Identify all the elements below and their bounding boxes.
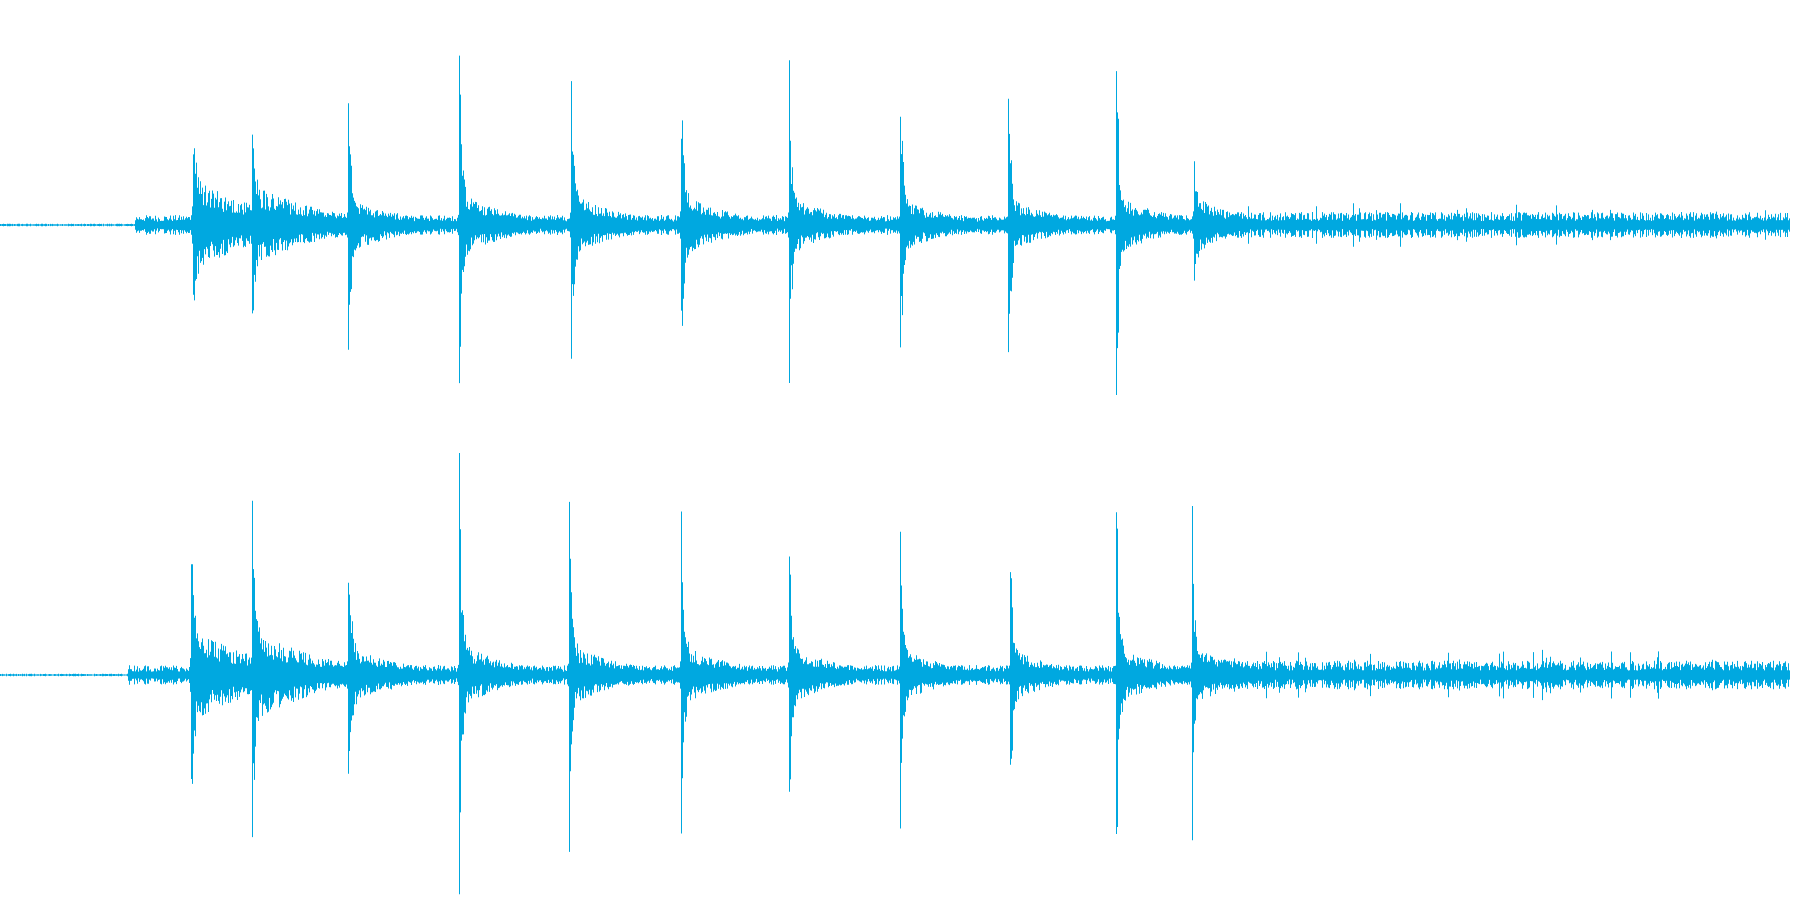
waveform-channel-bottom bbox=[0, 453, 1790, 895]
waveform-trace-bottom bbox=[0, 453, 1790, 895]
waveform-channel-top bbox=[0, 55, 1790, 395]
waveform-trace-top bbox=[0, 55, 1790, 395]
